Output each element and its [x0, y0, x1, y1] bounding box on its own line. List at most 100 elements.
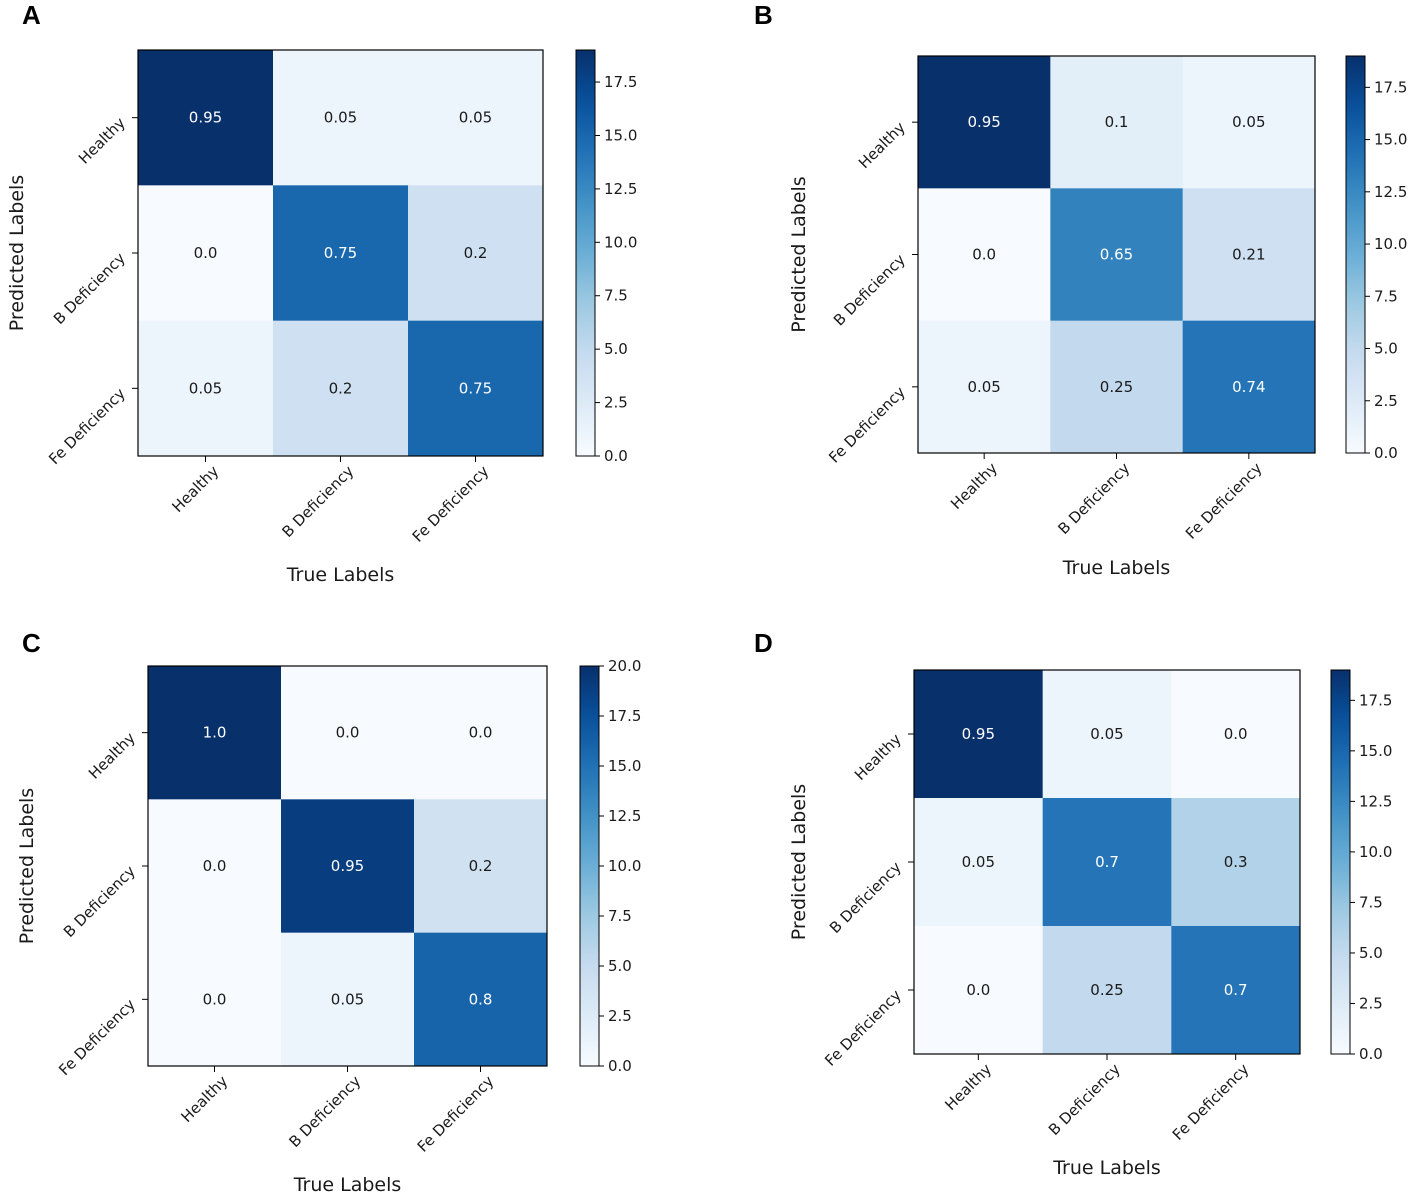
cell-value-label: 0.95 — [331, 857, 364, 875]
colorbar-tick-label: 2.5 — [604, 394, 628, 412]
heatmap-cell — [1182, 320, 1316, 454]
y-tick-label: Healthy — [855, 118, 909, 172]
panel-letter-c: C — [22, 628, 41, 658]
colorbar-tick-label: 15.0 — [608, 757, 641, 775]
heatmap-cell — [281, 932, 415, 1067]
cell-value-label: 0.7 — [1224, 981, 1248, 999]
heatmap-cell — [281, 799, 415, 934]
panel-letter-a: A — [22, 0, 41, 30]
colorbar-tick-label: 7.5 — [608, 907, 632, 925]
cell-value-label: 0.25 — [1090, 981, 1123, 999]
y-tick-label: Healthy — [85, 729, 139, 783]
colorbar-tick-label: 0.0 — [1359, 1045, 1383, 1063]
heatmap-cell — [408, 320, 544, 457]
cell-value-label: 0.25 — [1100, 378, 1133, 396]
heatmap-cell — [1042, 670, 1172, 799]
colorbar-tick-label: 2.5 — [608, 1007, 632, 1025]
colorbar-tick-label: 17.5 — [1359, 691, 1392, 709]
cell-value-label: 0.0 — [972, 246, 996, 264]
cell-value-label: 0.75 — [459, 379, 492, 397]
y-tick-label: B Deficiency — [830, 251, 909, 330]
heatmap-cell — [414, 666, 548, 800]
x-axis-title: True Labels — [293, 1174, 402, 1196]
heatmap-cell — [273, 185, 409, 322]
heatmap-cell — [148, 666, 282, 800]
y-tick-label: Fe Deficiency — [821, 986, 905, 1070]
colorbar-tick-label: 5.0 — [608, 957, 632, 975]
heatmap-cell — [914, 926, 1044, 1055]
x-tick-label: B Deficiency — [278, 462, 357, 541]
cell-value-label: 0.3 — [1224, 853, 1248, 871]
heatmap-cell — [1042, 926, 1172, 1055]
colorbar-tick-label: 17.5 — [608, 707, 641, 725]
cell-value-label: 0.05 — [1090, 725, 1123, 743]
cell-value-label: 0.05 — [459, 109, 492, 127]
colorbar-tick-label: 5.0 — [1374, 340, 1398, 358]
x-tick-label: Fe Deficiency — [414, 1072, 498, 1156]
colorbar-tick-label: 10.0 — [1374, 235, 1407, 253]
x-tick-label: B Deficiency — [1054, 459, 1133, 538]
colorbar-tick-label: 7.5 — [1359, 893, 1383, 911]
panel-letter-d: D — [754, 628, 773, 658]
heatmap-cell — [414, 932, 548, 1067]
panel-c: C 1.0 0.0 0.0 0.0 0.95 0.2 0.0 0.05 0.8 Healthy B … — [16, 628, 641, 1196]
y-axis-title: Predicted Labels — [16, 788, 38, 944]
cell-value-label: 0.05 — [331, 990, 364, 1008]
heatmap-cell — [1171, 926, 1301, 1055]
heatmap-cell — [408, 185, 544, 322]
cell-value-label: 0.05 — [189, 379, 222, 397]
panel-b: B 0.95 0.1 0.05 0.0 0.65 0.21 0.05 0.25 0.74 Heal… — [754, 0, 1407, 579]
cell-value-label: 0.65 — [1100, 246, 1133, 264]
cell-value-label: 0.95 — [189, 109, 222, 127]
colorbar-tick-label: 12.5 — [608, 807, 641, 825]
colorbar-tick-label: 20.0 — [608, 657, 641, 675]
cell-value-label: 0.05 — [1232, 113, 1265, 131]
colorbar-tick-label: 17.5 — [1374, 78, 1407, 96]
cell-value-label: 0.0 — [469, 724, 493, 742]
cell-value-label: 0.05 — [967, 378, 1000, 396]
y-tick-label: Fe Deficiency — [825, 383, 909, 467]
colorbar-tick-label: 5.0 — [604, 340, 628, 358]
cell-value-label: 0.0 — [966, 981, 990, 999]
heatmap-cell — [1050, 56, 1184, 189]
colorbar-tick-label: 12.5 — [1359, 792, 1392, 810]
panel-letter-b: B — [754, 0, 773, 30]
y-tick-label: B Deficiency — [60, 862, 139, 941]
x-tick-label: B Deficiency — [285, 1072, 364, 1151]
cell-value-label: 0.8 — [469, 990, 493, 1008]
heatmap-cell — [148, 932, 282, 1067]
colorbar-tick-label: 12.5 — [604, 180, 637, 198]
colorbar-tick-label: 15.0 — [604, 126, 637, 144]
cell-value-label: 0.0 — [1224, 725, 1248, 743]
cell-value-label: 0.2 — [329, 379, 353, 397]
x-tick-label: Fe Deficiency — [1169, 1060, 1253, 1144]
colorbar — [1330, 669, 1351, 1055]
heatmap-cell — [1050, 320, 1184, 454]
heatmap-cell — [408, 50, 544, 186]
cell-value-label: 0.1 — [1105, 113, 1129, 131]
colorbar-tick-label: 7.5 — [604, 287, 628, 305]
x-tick-label: Healthy — [168, 462, 222, 516]
colorbar — [579, 665, 600, 1067]
colorbar-tick-label: 0.0 — [608, 1057, 632, 1075]
cell-value-label: 0.05 — [324, 109, 357, 127]
heatmap-cell — [918, 188, 1051, 322]
colorbar-tick-label: 0.0 — [604, 447, 628, 465]
x-axis-title: True Labels — [1062, 557, 1171, 579]
cell-value-label: 0.74 — [1232, 378, 1265, 396]
colorbar-tick-label: 7.5 — [1374, 287, 1398, 305]
heatmap-cell — [414, 799, 548, 934]
colorbar — [1345, 55, 1366, 454]
heatmap-cell — [1050, 188, 1184, 322]
cell-value-label: 0.0 — [336, 724, 360, 742]
y-tick-label: Fe Deficiency — [55, 995, 139, 1079]
colorbar-tick-label: 0.0 — [1374, 444, 1398, 462]
x-tick-label: Healthy — [177, 1072, 231, 1126]
heatmap-cell — [138, 50, 274, 186]
panel-a: A 0.95 0.05 0.05 0.0 0.75 0.2 0.05 0.2 0.75 Healt… — [6, 0, 637, 586]
panel-d: D 0.95 0.05 0.0 0.05 0.7 0.3 0.0 0.25 0.7 Healthy… — [754, 628, 1392, 1179]
heatmap-cell — [281, 666, 415, 800]
x-tick-label: Healthy — [947, 459, 1001, 513]
y-tick-label: Healthy — [851, 730, 905, 784]
heatmap-cell — [914, 798, 1044, 927]
